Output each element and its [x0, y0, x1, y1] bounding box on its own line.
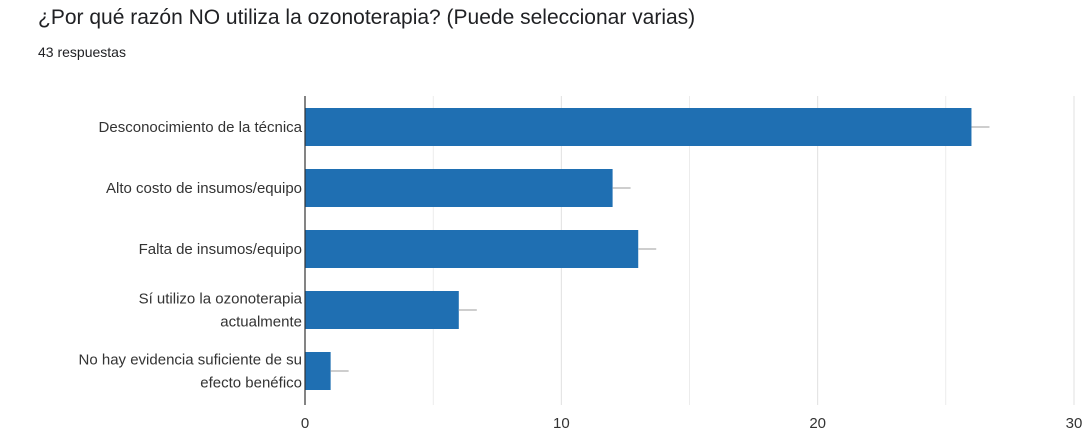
bar	[305, 291, 459, 329]
grid-layer	[432, 96, 1075, 405]
category-label: Falta de insumos/equipo	[139, 241, 302, 258]
x-tick-label: 10	[553, 415, 570, 432]
bar-layer	[305, 108, 990, 390]
category-label-line: Sí utilizo la ozonoterapia	[139, 291, 303, 308]
category-label-layer: Desconocimiento de la técnica Alto costo …	[79, 119, 303, 392]
category-label-line: efecto benéfico	[200, 375, 302, 392]
category-label-line: actualmente	[220, 314, 302, 331]
response-count: 43 respuestas	[38, 44, 126, 60]
x-tick-label: 20	[809, 415, 826, 432]
category-label: Desconocimiento de la técnica	[99, 119, 303, 136]
category-label: Alto costo de insumos/equipo	[106, 180, 302, 197]
tick-label-layer: 0 10 20 30	[301, 415, 1083, 432]
category-label: Sí utilizo la ozonoterapia actualmente	[139, 291, 303, 331]
bar	[305, 108, 972, 146]
x-tick-label: 0	[301, 415, 309, 432]
category-label: No hay evidencia suficiente de su efecto …	[79, 352, 302, 392]
x-tick-label: 30	[1066, 415, 1083, 432]
category-label-line: Alto costo de insumos/equipo	[106, 180, 302, 197]
category-label-line: Desconocimiento de la técnica	[99, 119, 303, 136]
bar	[305, 352, 331, 390]
category-label-line: No hay evidencia suficiente de su	[79, 352, 302, 369]
chart-title: ¿Por qué razón NO utiliza la ozonoterapi…	[38, 6, 696, 29]
bar	[305, 230, 639, 268]
category-label-line: Falta de insumos/equipo	[139, 241, 302, 258]
bar	[305, 169, 613, 207]
